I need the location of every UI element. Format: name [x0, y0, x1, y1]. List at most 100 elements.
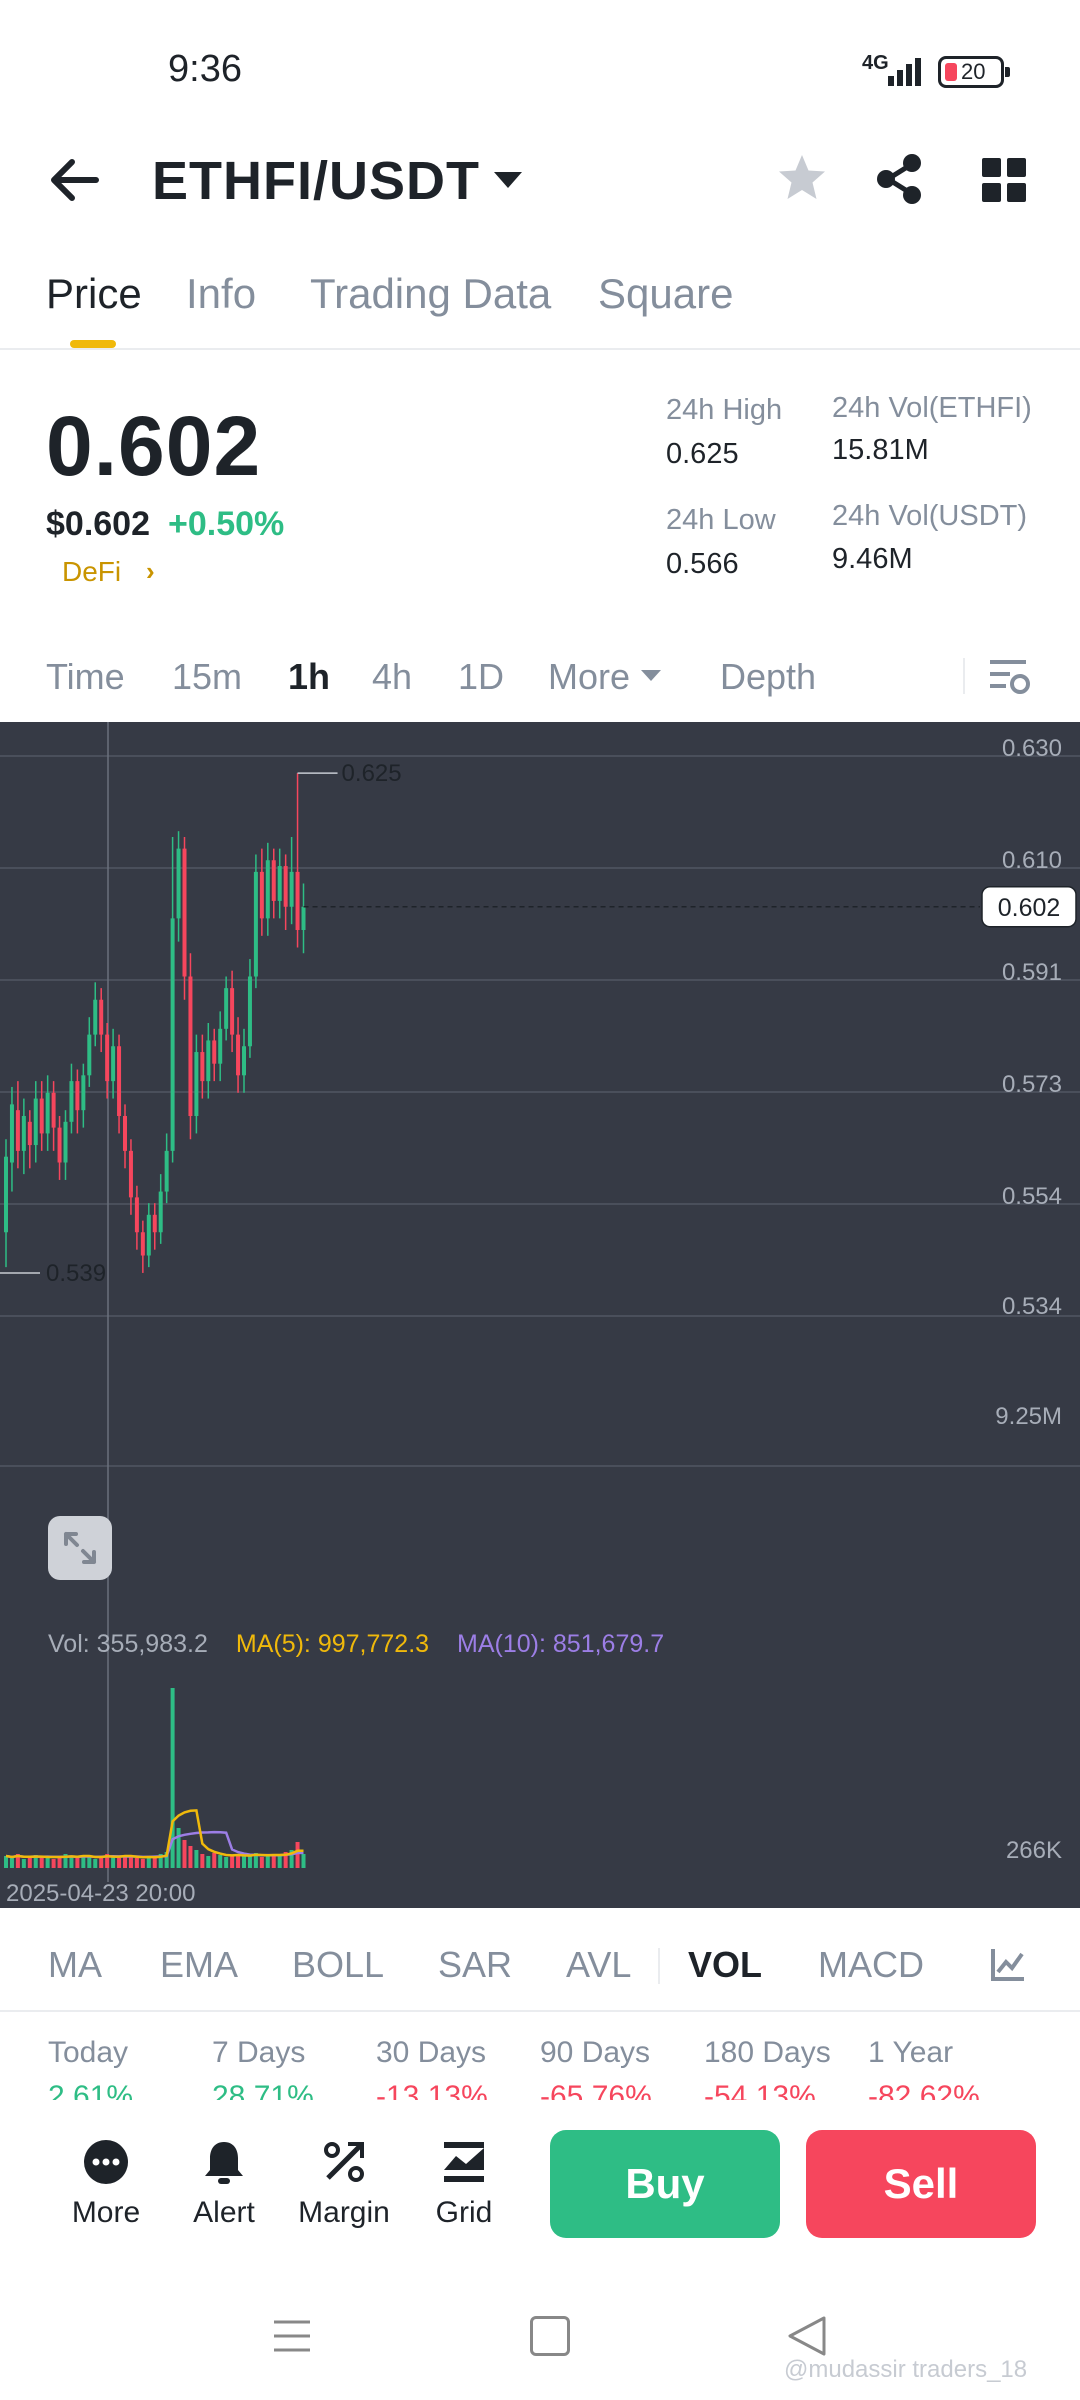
chevron-right-icon[interactable]: ›: [146, 556, 155, 586]
volume-bar: [146, 1857, 151, 1868]
vol-quote-label: 24h Vol(USDT): [832, 500, 1028, 532]
kline-chart-canvas[interactable]: 0.630 0.610 0.591 0.573 0.554 0.534 0.625 0.539…: [0, 722, 1080, 1908]
tab-square[interactable]: Square: [598, 270, 734, 317]
candle-body: [271, 860, 276, 901]
volume-bar: [194, 1850, 199, 1868]
tab-info[interactable]: Info: [186, 270, 257, 317]
signal-icon: [888, 58, 921, 86]
candle-body: [247, 976, 252, 1047]
candle-body: [63, 1121, 68, 1163]
pair-dropdown-caret-icon[interactable]: [494, 172, 522, 188]
volume-bar: [218, 1855, 223, 1868]
watermark: @mudassir traders_18: [784, 2356, 1028, 2383]
candle-body: [182, 848, 187, 977]
tab-price[interactable]: Price: [46, 270, 142, 317]
candle-body: [194, 1052, 199, 1116]
interval-1d[interactable]: 1D: [458, 656, 505, 697]
volume-bar: [224, 1857, 229, 1868]
candle-body: [21, 1116, 26, 1151]
system-back-icon[interactable]: [786, 2314, 828, 2358]
candle-body: [93, 999, 98, 1035]
more-icon: [84, 2140, 128, 2184]
indicator-ema[interactable]: EMA: [160, 1944, 239, 1985]
candle-body: [105, 1034, 110, 1082]
volume-bar: [117, 1858, 122, 1868]
back-arrow-icon[interactable]: [48, 156, 100, 204]
period-label-30d: 30 Days: [376, 2036, 487, 2069]
interval-more[interactable]: More: [548, 656, 631, 697]
system-navigation-bar: [0, 2280, 1080, 2400]
volume-bar: [176, 1828, 181, 1868]
candle-body: [81, 1075, 86, 1111]
recent-apps-icon[interactable]: [272, 2316, 312, 2356]
interval-15m[interactable]: 15m: [172, 656, 243, 697]
buy-button[interactable]: Buy: [550, 2130, 780, 2238]
volume-bar: [81, 1855, 86, 1868]
candle-body: [277, 866, 282, 901]
interval-1h[interactable]: 1h: [288, 656, 331, 697]
more-caret-icon[interactable]: [641, 670, 661, 681]
volume-bar: [295, 1842, 300, 1868]
category-tag[interactable]: DeFi: [62, 556, 122, 587]
period-value: -54.13%: [704, 2082, 816, 2102]
indicator-macd[interactable]: MACD: [818, 1944, 924, 1985]
period-value: -82.62%: [868, 2082, 980, 2102]
indicator-vol[interactable]: VOL: [688, 1944, 763, 1985]
candle-body: [188, 976, 193, 1116]
volume-bar: [230, 1856, 235, 1868]
margin-button[interactable]: Margin: [284, 2136, 404, 2230]
low-label: 24h Low: [666, 504, 776, 536]
price-axis-label: 0.591: [1002, 959, 1062, 986]
bell-icon: [205, 2142, 243, 2184]
volume-bar: [33, 1855, 38, 1868]
indicator-avl[interactable]: AVL: [566, 1944, 632, 1985]
indicator-sar[interactable]: SAR: [438, 1944, 513, 1985]
home-icon[interactable]: [530, 2316, 570, 2356]
alert-button[interactable]: Alert: [164, 2136, 284, 2230]
vol-ma5: MA(5): 997,772.3: [235, 1630, 430, 1658]
indicator-settings-icon[interactable]: [990, 1946, 1026, 1982]
chart-settings-icon[interactable]: [988, 656, 1030, 698]
more-label: More: [71, 2196, 141, 2229]
candle-body: [170, 918, 175, 1151]
volume-ma5-line: [5, 1809, 304, 1859]
candle-body: [27, 1121, 32, 1146]
expand-chart-button[interactable]: [48, 1516, 112, 1580]
candle-body: [117, 1046, 122, 1116]
kline-chart[interactable]: 0.630 0.610 0.591 0.573 0.554 0.534 0.625 0.539…: [0, 722, 1080, 1908]
candle-body: [164, 1150, 169, 1192]
indicator-ma[interactable]: MA: [48, 1944, 102, 1985]
vol-value: Vol: 355,983.2: [48, 1630, 208, 1658]
volume-bar: [69, 1856, 74, 1868]
interval-bar: Time 15m 1h 4h 1D More Depth: [0, 640, 1080, 720]
candle-body: [230, 988, 235, 1035]
pair-title[interactable]: ETHFI/USDT: [152, 151, 480, 211]
grid-button[interactable]: Grid: [404, 2136, 524, 2230]
more-button[interactable]: More: [46, 2136, 166, 2230]
interval-4h[interactable]: 4h: [372, 656, 413, 697]
volume-bar: [236, 1854, 241, 1868]
volume-bar: [283, 1852, 288, 1868]
sell-button[interactable]: Sell: [806, 2130, 1036, 2238]
indicator-boll[interactable]: BOLL: [292, 1944, 385, 1985]
last-price: 0.602: [46, 399, 262, 493]
volume-bar: [158, 1854, 163, 1868]
favorite-star-icon[interactable]: [776, 152, 828, 204]
indicator-bar: MA EMA BOLL SAR AVL VOL MACD: [0, 1922, 1080, 2012]
candle-body: [236, 1034, 241, 1076]
volume-bar: [242, 1855, 246, 1868]
volume-bar: [27, 1857, 32, 1868]
candle-body: [259, 871, 264, 919]
volume-bar: [45, 1856, 50, 1868]
share-icon[interactable]: [874, 152, 924, 206]
volume-bar: [134, 1858, 139, 1868]
layout-grid-icon[interactable]: [982, 158, 1026, 202]
price-change-percent: +0.50%: [168, 505, 285, 543]
interval-depth[interactable]: Depth: [720, 656, 817, 697]
interval-time[interactable]: Time: [46, 656, 125, 697]
period-label-90d: 90 Days: [540, 2036, 651, 2069]
volume-bar: [301, 1854, 306, 1868]
tab-trading-data[interactable]: Trading Data: [310, 270, 552, 317]
volume-bar: [253, 1853, 258, 1868]
candle-body: [4, 1156, 8, 1233]
